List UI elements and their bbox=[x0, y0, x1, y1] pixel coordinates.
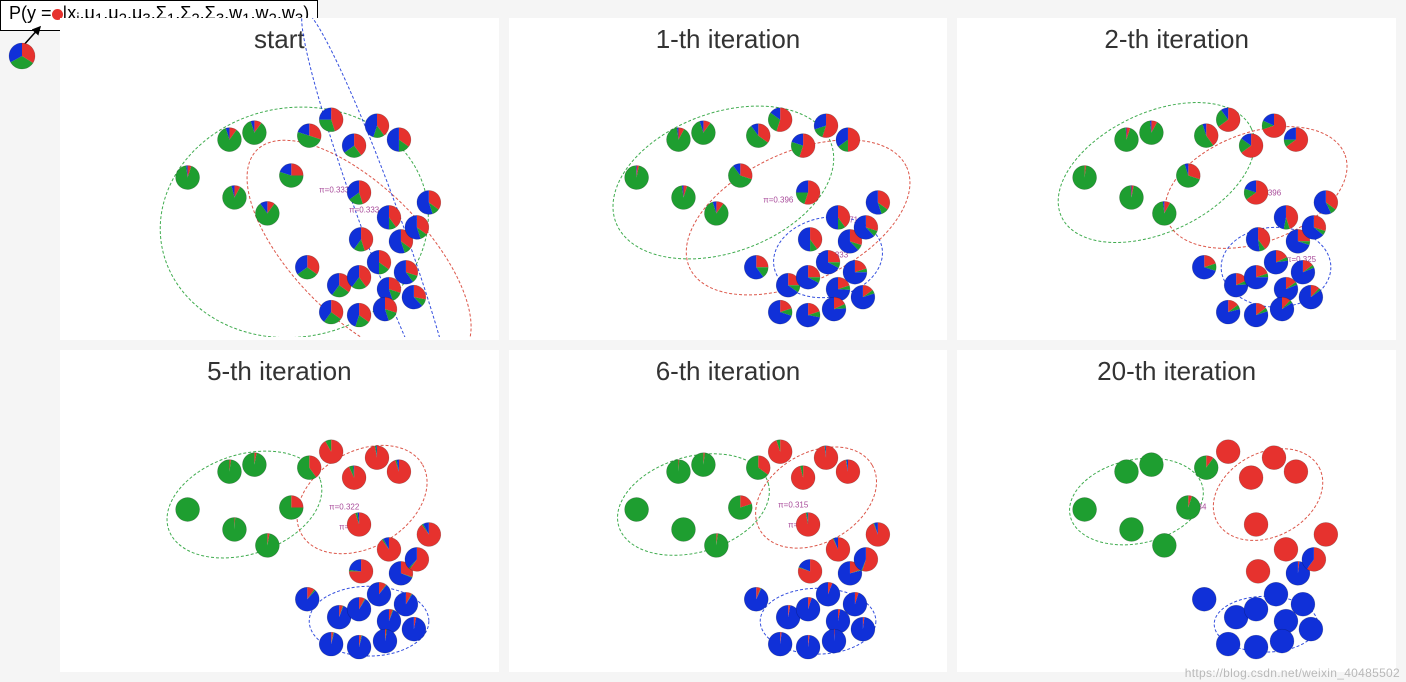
panel: 1-th iterationπ=0.396π=0.271π=0.333 bbox=[509, 18, 948, 340]
svg-text:π=0.333: π=0.333 bbox=[349, 205, 380, 214]
panel-plot: π=0.333 π=0.333 bbox=[60, 18, 499, 337]
svg-text:π=0.333: π=0.333 bbox=[319, 185, 350, 194]
legend-pie-icon bbox=[8, 42, 36, 70]
panel-plot: π=0.334 bbox=[957, 350, 1396, 669]
panels-grid: startπ=0.333π=0.3331-th iterationπ=0.396… bbox=[60, 18, 1396, 672]
panel-plot: π=0.396π=0.271π=0.333 bbox=[509, 18, 948, 337]
svg-text:π=0.315: π=0.315 bbox=[778, 501, 809, 510]
watermark: https://blog.csdn.net/weixin_40485502 bbox=[1185, 666, 1400, 680]
panel-plot: π=0.315π=0.297 bbox=[509, 350, 948, 669]
svg-text:π=0.322: π=0.322 bbox=[329, 503, 360, 512]
svg-text:π=0.396: π=0.396 bbox=[763, 195, 794, 204]
panel: 5-th iterationπ=0.322π=0.285 bbox=[60, 350, 499, 672]
panel: 6-th iterationπ=0.315π=0.297 bbox=[509, 350, 948, 672]
panel-plot: π=0.396π=0.325 bbox=[957, 18, 1396, 337]
panel: 20-th iterationπ=0.334 bbox=[957, 350, 1396, 672]
panel-plot: π=0.322π=0.285 bbox=[60, 350, 499, 669]
panel: startπ=0.333π=0.333 bbox=[60, 18, 499, 340]
panel: 2-th iterationπ=0.396π=0.325 bbox=[957, 18, 1396, 340]
